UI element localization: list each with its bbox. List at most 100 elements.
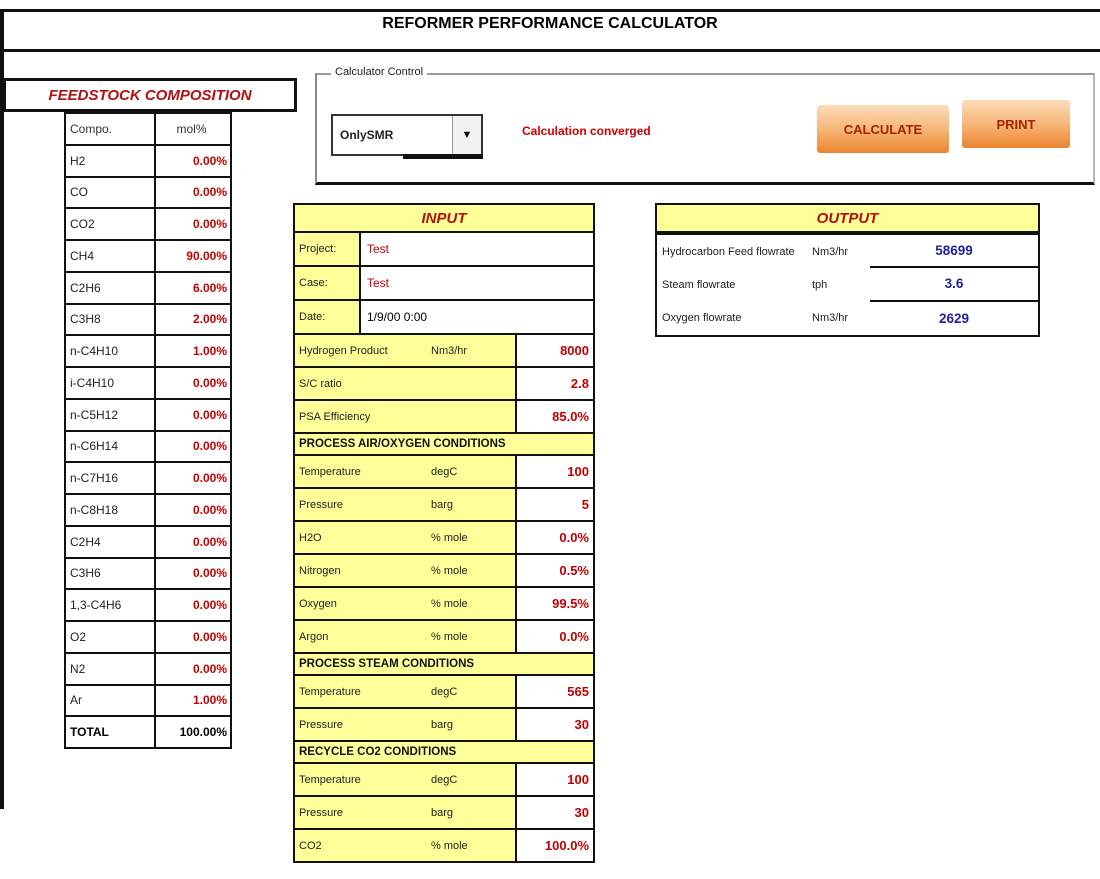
- case-row: Case: Test: [295, 267, 593, 301]
- mol-percent-cell[interactable]: 2.00%: [192, 312, 227, 327]
- mol-percent-cell[interactable]: 6.00%: [192, 280, 227, 295]
- compound-label: n-C5H12: [66, 399, 156, 430]
- output-unit: Nm3/hr: [812, 312, 849, 325]
- mol-column-header: mol%: [176, 121, 207, 136]
- param-value-cell[interactable]: 5: [515, 489, 593, 520]
- input-table: Project: Test Case: Test Date: 1/9/00 0:…: [293, 233, 595, 863]
- param-unit: % mole: [431, 588, 515, 619]
- mol-percent-cell[interactable]: 0.00%: [192, 566, 227, 581]
- date-value[interactable]: 1/9/00 0:00: [361, 301, 593, 333]
- compound-label: n-C8H18: [66, 495, 156, 525]
- section-header-row: PROCESS AIR/OXYGEN CONDITIONS: [295, 434, 593, 456]
- compound-label: N2: [66, 653, 156, 684]
- param-value-cell[interactable]: 0.5%: [515, 555, 593, 586]
- compound-label: n-C6H14: [66, 431, 156, 462]
- input-row: Hydrogen Product Nm3/hr 8000: [295, 335, 593, 368]
- section-header-row: RECYCLE CO2 CONDITIONS: [295, 742, 593, 764]
- input-row: PSA Efficiency 85.0%: [295, 401, 593, 434]
- title-underline-rule: [0, 49, 1100, 52]
- param-value-cell[interactable]: 100: [515, 456, 593, 487]
- compound-label: C3H6: [66, 558, 156, 589]
- input-row: Temperature degC 565: [295, 676, 593, 709]
- param-value-cell[interactable]: 100.0%: [515, 830, 593, 861]
- table-row: n-C6H14 0.00%: [66, 431, 230, 464]
- output-panel-header: OUTPUT: [655, 203, 1040, 233]
- output-value: 58699: [870, 235, 1038, 269]
- param-value-cell[interactable]: 0.0%: [515, 522, 593, 553]
- section-header-label: PROCESS STEAM CONDITIONS: [299, 658, 475, 670]
- param-value-cell[interactable]: 99.5%: [515, 588, 593, 619]
- table-row: CO 0.00%: [66, 177, 230, 210]
- mol-percent-cell[interactable]: 0.00%: [192, 185, 227, 200]
- mol-percent-cell[interactable]: 0.00%: [192, 629, 227, 644]
- param-unit: barg: [431, 709, 515, 740]
- mol-percent-cell[interactable]: 1.00%: [192, 344, 227, 359]
- input-panel-header: INPUT: [293, 203, 595, 233]
- mode-dropdown[interactable]: OnlySMR ▼: [331, 114, 483, 156]
- mol-percent-cell[interactable]: 0.00%: [192, 598, 227, 613]
- chevron-down-icon[interactable]: ▼: [452, 116, 481, 154]
- param-value-cell[interactable]: 2.8: [515, 368, 593, 399]
- feedstock-table: Compo. mol% H2 0.00% CO 0.00% CO2 0.00% CH4…: [64, 112, 232, 749]
- param-value-cell[interactable]: 565: [515, 676, 593, 707]
- table-row: CO2 0.00%: [66, 209, 230, 241]
- output-unit: tph: [812, 278, 828, 291]
- calculator-control-frame: Calculator Control OnlySMR ▼ Calculation…: [315, 66, 1095, 185]
- param-value-cell[interactable]: 30: [515, 709, 593, 740]
- table-row: n-C7H16 0.00%: [66, 463, 230, 495]
- table-row: O2 0.00%: [66, 622, 230, 654]
- project-value[interactable]: Test: [361, 233, 593, 265]
- case-value[interactable]: Test: [361, 267, 593, 299]
- param-label: Oxygen: [295, 588, 431, 619]
- mol-percent-cell[interactable]: 0.00%: [192, 534, 227, 549]
- table-row: Ar 1.00%: [66, 685, 230, 718]
- param-value-cell[interactable]: 100: [515, 764, 593, 795]
- output-row: Steam flowrate tph 3.6: [657, 268, 1038, 302]
- mol-percent-cell[interactable]: 0.00%: [192, 217, 227, 232]
- compound-label: CH4: [66, 241, 156, 271]
- mol-percent-cell[interactable]: 0.00%: [192, 661, 227, 676]
- mol-percent-cell[interactable]: 0.00%: [192, 153, 227, 168]
- param-value-cell[interactable]: 30: [515, 797, 593, 828]
- param-unit: [431, 368, 515, 399]
- param-label: Argon: [295, 621, 431, 652]
- mol-percent-cell[interactable]: 0.00%: [192, 471, 227, 486]
- mol-percent-cell[interactable]: 0.00%: [192, 439, 227, 454]
- param-unit: barg: [431, 489, 515, 520]
- mol-percent-cell[interactable]: 0.00%: [192, 375, 227, 390]
- table-row: n-C4H10 1.00%: [66, 336, 230, 368]
- compound-label: Ar: [66, 685, 156, 716]
- input-row: Argon % mole 0.0%: [295, 621, 593, 654]
- table-row: C2H6 6.00%: [66, 272, 230, 305]
- param-unit: Nm3/hr: [431, 335, 515, 366]
- status-text: Calculation converged: [522, 124, 651, 138]
- compound-column-header: Compo.: [66, 114, 156, 144]
- dropdown-shadow: [403, 154, 483, 159]
- input-row: Pressure barg 5: [295, 489, 593, 522]
- table-row: C2H4 0.00%: [66, 526, 230, 559]
- table-row: n-C8H18 0.00%: [66, 495, 230, 527]
- input-row: Temperature degC 100: [295, 456, 593, 489]
- compound-label: 1,3-C4H6: [66, 590, 156, 620]
- output-value: 2629: [938, 310, 970, 326]
- compound-label: n-C4H10: [66, 336, 156, 366]
- mol-percent-cell[interactable]: 0.00%: [192, 407, 227, 422]
- param-label: Hydrogen Product: [295, 335, 431, 366]
- mol-percent-cell[interactable]: 0.00%: [192, 502, 227, 517]
- output-label: Oxygen flowrate: [662, 312, 742, 325]
- param-label: Nitrogen: [295, 555, 431, 586]
- mol-percent-cell[interactable]: 1.00%: [192, 693, 227, 708]
- calculator-control-label: Calculator Control: [331, 66, 428, 78]
- param-value-cell[interactable]: 8000: [515, 335, 593, 366]
- print-button[interactable]: PRINT: [962, 100, 1070, 148]
- section-header-label: RECYCLE CO2 CONDITIONS: [299, 746, 457, 758]
- param-label: Pressure: [295, 489, 431, 520]
- param-value-cell[interactable]: 0.0%: [515, 621, 593, 652]
- input-row: S/C ratio 2.8: [295, 368, 593, 401]
- table-row: 1,3-C4H6 0.00%: [66, 590, 230, 622]
- param-value-cell[interactable]: 85.0%: [515, 401, 593, 432]
- project-label: Project:: [295, 233, 361, 265]
- mol-percent-cell[interactable]: 90.00%: [186, 248, 227, 263]
- param-label: Temperature: [295, 456, 431, 487]
- calculate-button[interactable]: CALCULATE: [817, 105, 949, 153]
